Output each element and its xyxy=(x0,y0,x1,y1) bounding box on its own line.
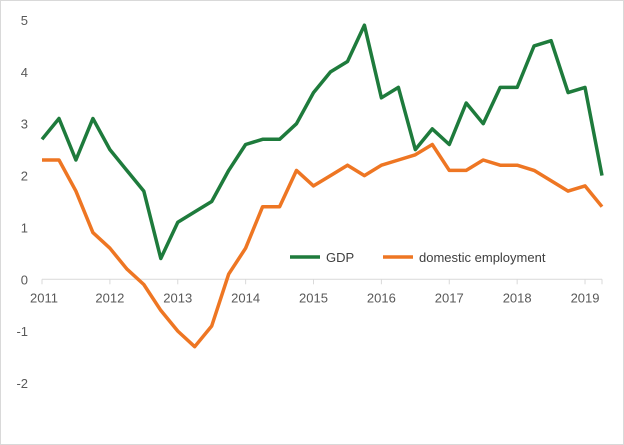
legend-label-domestic-employment: domestic employment xyxy=(419,250,546,265)
x-tick-label: 2018 xyxy=(503,290,532,305)
x-tick-label: 2012 xyxy=(95,290,124,305)
x-tick-label: 2019 xyxy=(571,290,600,305)
legend-label-gdp: GDP xyxy=(326,250,354,265)
y-tick-label: -2 xyxy=(16,376,28,391)
y-tick-label: 0 xyxy=(21,272,28,287)
y-tick-label: 2 xyxy=(21,169,28,184)
x-tick-label: 2014 xyxy=(231,290,260,305)
x-tick-label: 2017 xyxy=(435,290,464,305)
axes: 5 4 3 2 1 0 -1 -2 2011 2012 2013 2014 2015 2016 2017 20… xyxy=(16,13,603,391)
y-tick-label: 5 xyxy=(21,13,28,28)
legend: GDP domestic employment xyxy=(290,250,546,265)
y-tick-label: 4 xyxy=(21,65,28,80)
x-tick-label: 2011 xyxy=(30,290,58,305)
x-tick-label: 2015 xyxy=(299,290,328,305)
series-line-domestic-employment xyxy=(42,142,604,349)
x-tick-label: 2016 xyxy=(367,290,396,305)
series-line-gdp xyxy=(40,23,604,261)
series-lines xyxy=(40,23,604,349)
y-tick-label: 3 xyxy=(21,117,28,132)
y-tick-label: 1 xyxy=(21,220,28,235)
y-tick-label: -1 xyxy=(16,324,28,339)
x-tick-label: 2013 xyxy=(163,290,192,305)
